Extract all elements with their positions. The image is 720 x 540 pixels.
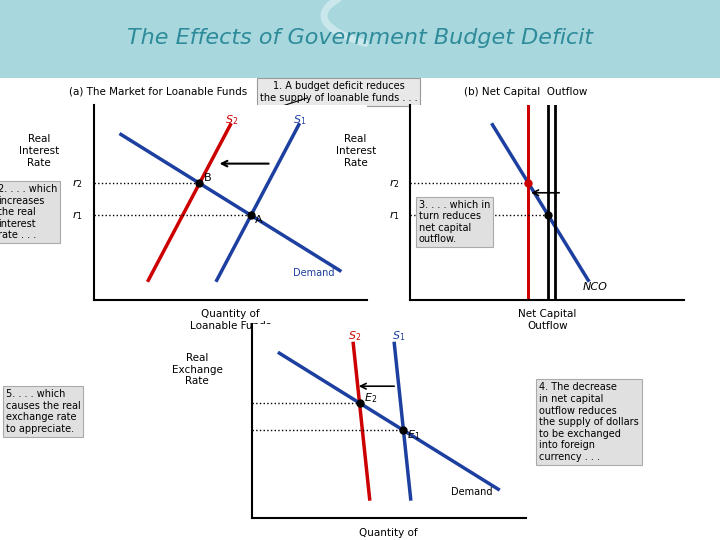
Text: A: A [255, 215, 263, 225]
Text: Demand: Demand [451, 487, 492, 497]
Text: $S_2$: $S_2$ [348, 329, 361, 343]
Text: 1. A budget deficit reduces
the supply of loanable funds . . .: 1. A budget deficit reduces the supply o… [260, 81, 417, 103]
Text: Real
Exchange
Rate: Real Exchange Rate [172, 353, 222, 386]
Text: 4. The decrease
in net capital
outflow reduces
the supply of dollars
to be excha: 4. The decrease in net capital outflow r… [539, 382, 639, 462]
Text: 5. . . . which
causes the real
exchange rate
to appreciate.: 5. . . . which causes the real exchange … [6, 389, 81, 434]
Text: Quantity of
Dollars: Quantity of Dollars [359, 528, 418, 540]
Text: $r_1$: $r_1$ [72, 209, 83, 222]
Text: Quantity of
Loanable Funds: Quantity of Loanable Funds [190, 309, 271, 331]
Text: Real
Interest
Rate: Real Interest Rate [336, 134, 376, 167]
Text: $r_2$: $r_2$ [389, 177, 400, 190]
Text: $r_1$: $r_1$ [389, 209, 400, 222]
Text: NCO: NCO [582, 282, 608, 292]
Text: $E_2$: $E_2$ [364, 391, 377, 405]
Text: Demand: Demand [293, 268, 334, 279]
Text: $S_1$: $S_1$ [392, 329, 405, 343]
Text: 2. . . . which
increases
the real
interest
rate . . .: 2. . . . which increases the real intere… [0, 184, 57, 240]
Text: B: B [204, 173, 211, 183]
Text: $r_2$: $r_2$ [72, 177, 83, 190]
Text: Net Capital
Outflow: Net Capital Outflow [518, 309, 577, 331]
Text: (a) The Market for Loanable Funds: (a) The Market for Loanable Funds [69, 87, 248, 97]
Text: 3. . . . which in
turn reduces
net capital
outflow.: 3. . . . which in turn reduces net capit… [418, 200, 490, 244]
Text: $S_1$: $S_1$ [293, 113, 307, 126]
Text: The Effects of Government Budget Deficit: The Effects of Government Budget Deficit [127, 28, 593, 48]
Text: $S_2$: $S_2$ [225, 113, 238, 126]
Text: (b) Net Capital  Outflow: (b) Net Capital Outflow [464, 87, 588, 97]
Text: Real
Interest
Rate: Real Interest Rate [19, 134, 59, 167]
Text: $E_1$: $E_1$ [408, 428, 420, 442]
